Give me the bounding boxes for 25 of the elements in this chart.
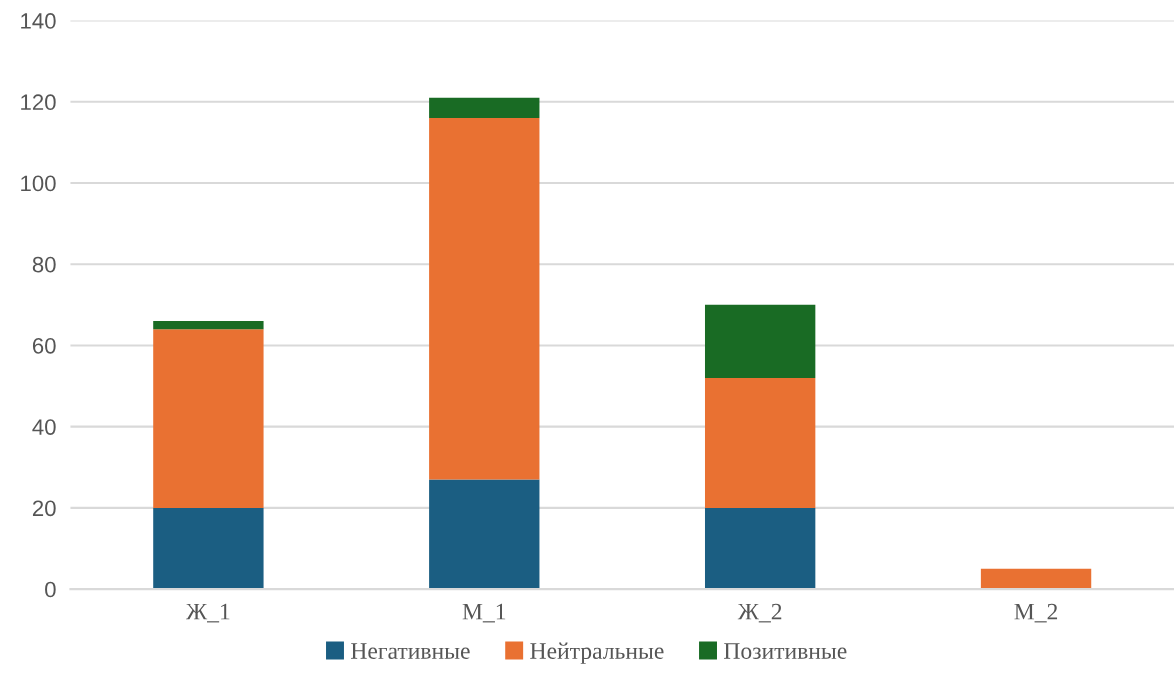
- bar: [429, 118, 540, 480]
- legend-label: Негативные: [351, 643, 470, 659]
- bar: [153, 321, 264, 330]
- bar: [153, 329, 264, 508]
- bar: [704, 304, 816, 378]
- bar: [429, 97, 540, 119]
- y-tick-label: 80: [32, 256, 56, 273]
- y-tick-label: 120: [21, 94, 56, 111]
- bar: [980, 568, 1092, 590]
- legend-label: Позитивные: [724, 643, 847, 659]
- y-tick-label: 140: [21, 13, 56, 29]
- x-tick-label: Ж_2: [737, 603, 782, 623]
- bar: [704, 507, 816, 590]
- y-tick-label: 60: [32, 337, 56, 354]
- y-tick-label: 100: [21, 175, 56, 192]
- y-tick-label: 20: [32, 500, 56, 517]
- bar: [429, 479, 540, 590]
- x-tick-label: Ж_1: [186, 603, 230, 623]
- x-tick-label: М_1: [462, 603, 506, 623]
- y-tick-label: 40: [32, 419, 56, 435]
- y-tick-label: 0: [45, 581, 56, 598]
- bar: [704, 377, 816, 508]
- legend-label: Нейтральные: [530, 642, 664, 664]
- x-tick-label: М_2: [1014, 603, 1058, 623]
- bar: [153, 507, 264, 590]
